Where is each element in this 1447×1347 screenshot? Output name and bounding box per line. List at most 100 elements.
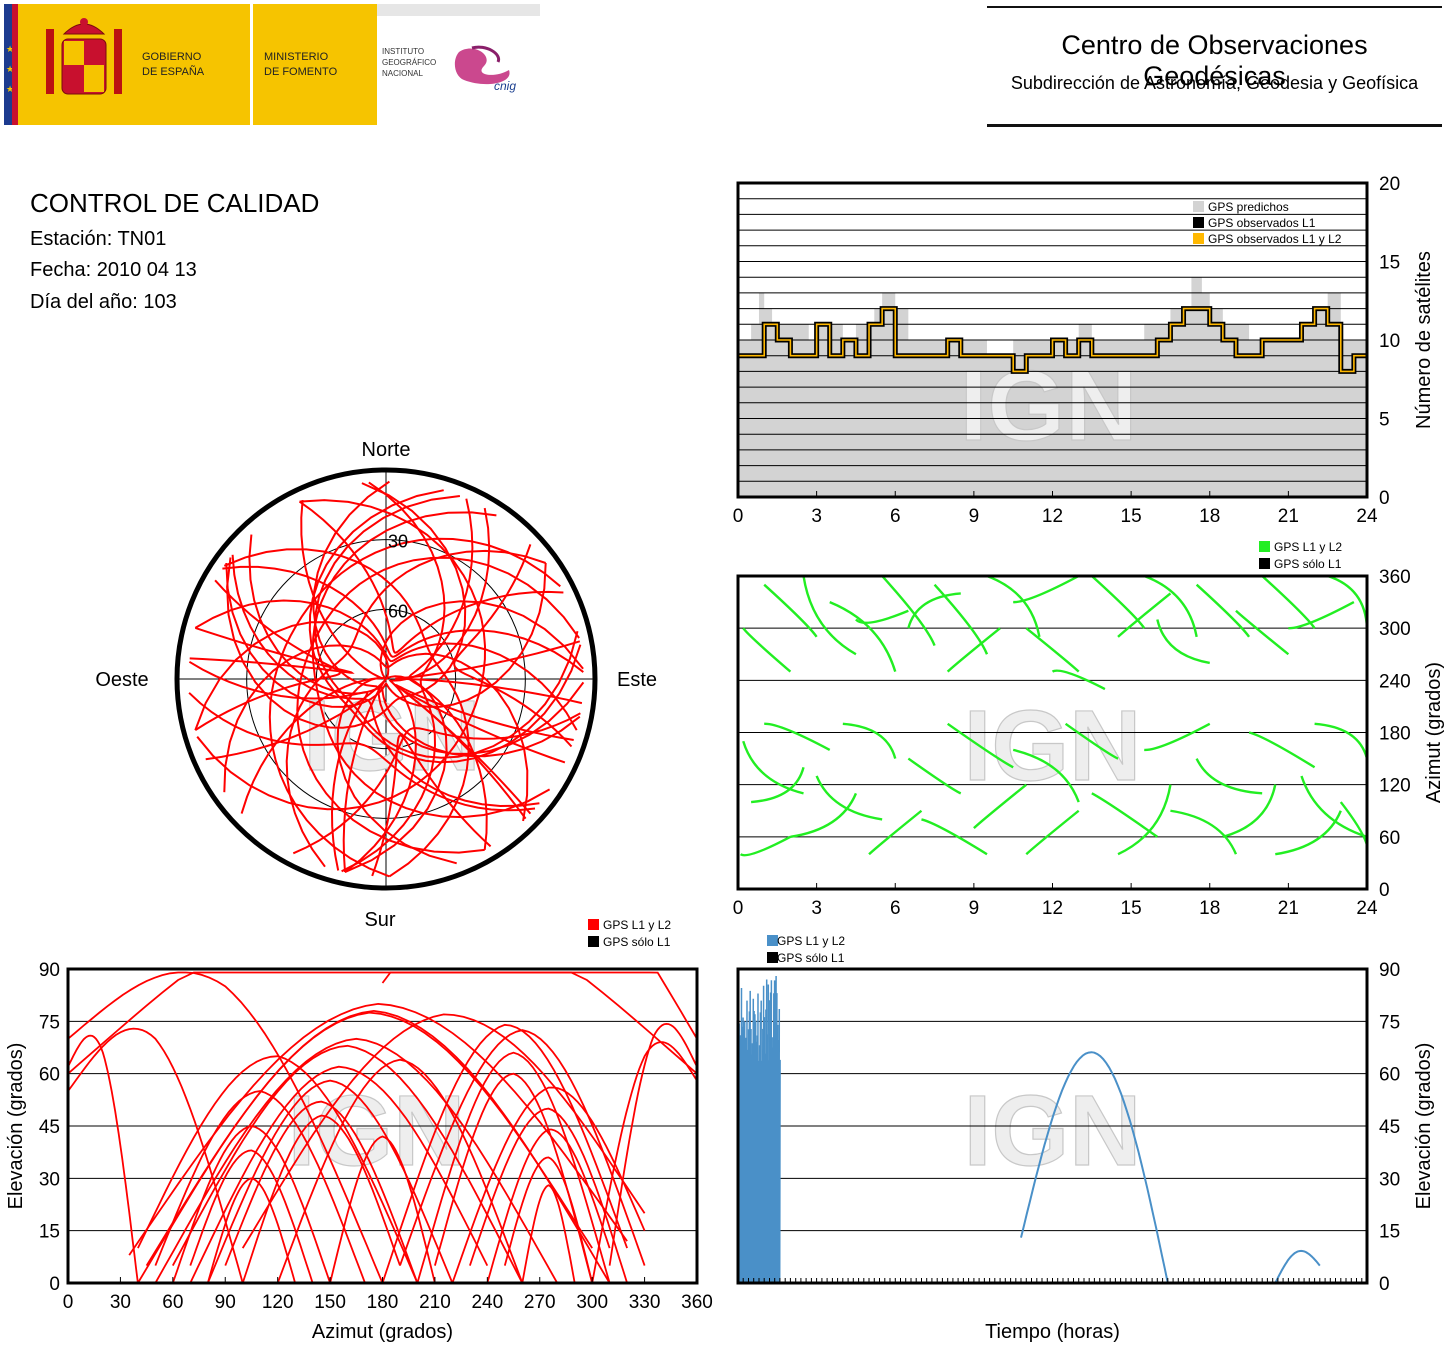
- x-tick-label: 300: [576, 1292, 608, 1313]
- elevation-track: [68, 1034, 139, 1283]
- direction-east: Este: [617, 669, 657, 691]
- satellite-track: [223, 548, 470, 878]
- x-tick-label: 24: [1356, 898, 1378, 919]
- satellite-track: [231, 554, 540, 808]
- azimuth-track: [933, 583, 989, 655]
- legend-label: GPS observados L1 y L2: [1208, 232, 1342, 246]
- legend-label: GPS sólo L1: [603, 935, 671, 949]
- x-tick-label: 3: [811, 898, 822, 919]
- azimuth-track: [946, 722, 1014, 769]
- satellite-track: [285, 549, 547, 868]
- institution-title: Centro de Observaciones Geodésicas: [1061, 30, 1368, 91]
- azimuth-track: [1195, 758, 1263, 795]
- satellite-track: [344, 507, 491, 873]
- y-tick-label: 15: [39, 1222, 60, 1243]
- x-tick-label: 270: [524, 1292, 556, 1313]
- svg-text:cnig: cnig: [494, 79, 516, 93]
- elevation-track: [145, 1011, 593, 1267]
- satellite-track: [188, 692, 536, 812]
- satellite-track: [296, 556, 580, 854]
- x-tick-label: 150: [314, 1292, 346, 1313]
- y-tick-label: 360: [1379, 567, 1411, 588]
- legend-label: GPS sólo L1: [777, 951, 845, 965]
- azimuth-track: [921, 818, 988, 856]
- x-tick-label: 210: [419, 1292, 451, 1313]
- elevation-track: [189, 1065, 489, 1283]
- azimuth-track: [1170, 809, 1238, 855]
- legend-swatch: [1259, 541, 1270, 552]
- azimuth-track: [1222, 784, 1277, 838]
- eu-flag-stripe: [4, 4, 12, 125]
- elevation-track: [608, 1022, 697, 1266]
- azimuth-track: [815, 775, 883, 821]
- svg-text:★: ★: [6, 44, 14, 54]
- ign-watermark: IGN: [964, 690, 1142, 802]
- satellite-track: [194, 599, 578, 731]
- azimuth-track: [1288, 601, 1355, 630]
- elevation-time-track: [1274, 1249, 1321, 1284]
- elevation-track: [381, 1023, 628, 1283]
- azimuth-track: [1064, 722, 1119, 760]
- azimuth-track: [1339, 801, 1367, 855]
- svg-text:★: ★: [6, 84, 14, 94]
- y-tick-label: 75: [1379, 1012, 1400, 1033]
- government-logo-bg: [18, 4, 250, 125]
- azimuth-track: [1156, 619, 1210, 665]
- x-tick-label: 240: [471, 1292, 503, 1313]
- x-tick-label: 15: [1121, 898, 1142, 919]
- spain-coat-of-arms-icon: [46, 18, 122, 95]
- azimuth-track: [1051, 669, 1106, 691]
- legend-swatch: [1193, 217, 1204, 228]
- elevation-track: [128, 1002, 628, 1256]
- azimuth-track: [742, 740, 804, 795]
- y-tick-label: 0: [49, 1274, 60, 1295]
- ign-text-2: GEOGRÁFICO: [382, 58, 436, 67]
- elevation-track: [416, 1051, 611, 1283]
- elevation-track: [469, 1107, 628, 1283]
- ign-watermark: IGN: [964, 1075, 1142, 1187]
- x-tick-label: 21: [1278, 898, 1299, 919]
- satellite-track: [336, 600, 584, 865]
- y-tick-label: 90: [39, 960, 60, 981]
- satellite-track: [298, 500, 564, 654]
- government-logo-banner: ★ ★ ★ GOBIERNO DE ESPAÑA MINISTERIO DE F…: [4, 4, 540, 125]
- satellite-track: [225, 562, 547, 708]
- y-tick-label: 20: [1379, 174, 1400, 195]
- elevation-time-chart: IGN 0 15 30 45 60 75 90 Tiempo (horas) Elevación …: [736, 934, 1435, 1343]
- y-tick-label: 60: [1379, 828, 1400, 849]
- legend-label: GPS L1 y L2: [777, 934, 845, 948]
- y-tick-label: 0: [1379, 880, 1390, 901]
- y-tick-label: 75: [39, 1012, 60, 1033]
- x-tick-label: 6: [890, 898, 901, 919]
- legend-swatch: [1259, 558, 1270, 569]
- azimuth-track: [1235, 609, 1290, 656]
- elevation-time-track: [1020, 1051, 1169, 1284]
- elevation-track: [329, 1135, 436, 1283]
- y-axis-label: Elevación (grados): [5, 1043, 27, 1210]
- y-axis-label: Azimut (grados): [1423, 662, 1445, 803]
- azimuth-track: [1314, 722, 1367, 759]
- x-tick-label: 0: [733, 898, 744, 919]
- y-tick-label: 0: [1379, 488, 1390, 509]
- direction-west: Oeste: [95, 669, 148, 691]
- y-tick-label: 30: [1379, 1169, 1400, 1190]
- y-tick-label: 120: [1379, 776, 1411, 797]
- azimuth-track: [868, 809, 923, 856]
- ministry-logo-bg: [253, 4, 377, 125]
- legend-swatch: [588, 919, 599, 930]
- elevation-track: [68, 971, 697, 1075]
- x-tick-label: 12: [1042, 898, 1063, 919]
- ign-text-3: NACIONAL: [382, 69, 423, 78]
- institution-banner: Centro de Observaciones Geodésicas Subdi…: [987, 6, 1442, 127]
- elevation-track: [154, 1037, 558, 1283]
- date-label: Fecha: 2010 04 13: [30, 259, 197, 281]
- institution-subtitle: Subdirección de Astronomía, Geodesia y G…: [1010, 73, 1419, 93]
- satellite-track: [402, 690, 566, 815]
- azimuth-track: [1012, 748, 1080, 803]
- azimuth-track: [1091, 792, 1159, 838]
- elevation-track: [68, 971, 384, 1283]
- ministry-text-2: DE FOMENTO: [264, 66, 338, 78]
- x-tick-label: 24: [1356, 506, 1378, 527]
- y-tick-label: 15: [1379, 253, 1400, 274]
